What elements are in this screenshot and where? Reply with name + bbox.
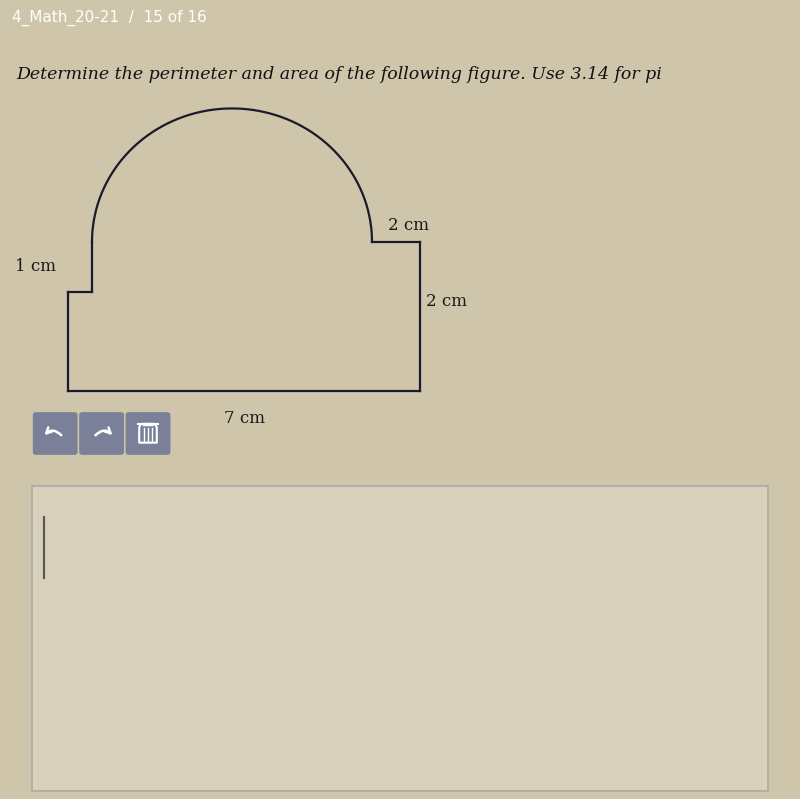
FancyBboxPatch shape <box>79 412 124 455</box>
Text: 2 cm: 2 cm <box>388 217 429 234</box>
FancyBboxPatch shape <box>33 412 78 455</box>
Text: 2 cm: 2 cm <box>426 292 467 310</box>
FancyBboxPatch shape <box>32 486 768 791</box>
Text: 1 cm: 1 cm <box>15 258 56 276</box>
Text: 7 cm: 7 cm <box>223 410 265 427</box>
FancyBboxPatch shape <box>126 412 170 455</box>
Text: 4_Math_20-21  /  15 of 16: 4_Math_20-21 / 15 of 16 <box>12 10 206 26</box>
Text: Determine the perimeter and area of the following figure. Use 3.14 for pi: Determine the perimeter and area of the … <box>16 66 662 83</box>
